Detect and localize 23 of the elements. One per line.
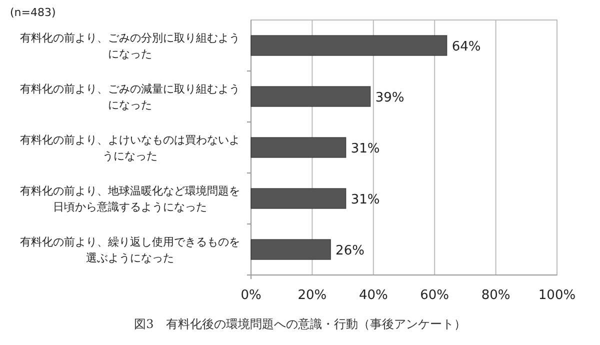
- text: 図3 有料化後の環境問題への意識・行動（事後アンケート）: [134, 317, 466, 331]
- x-tick-label: 80%: [481, 288, 510, 303]
- x-tick-label: 60%: [420, 288, 450, 303]
- y-tick-label: 有料化の前より、よけいなものは買わないようになった: [20, 134, 240, 162]
- x-tick-label: 40%: [358, 288, 388, 303]
- data-label: 31%: [350, 192, 380, 208]
- y-tick-label: 有料化の前より、ごみの減量に取り組むようになった: [20, 82, 240, 112]
- bar: [250, 86, 371, 107]
- bar: [250, 35, 448, 56]
- data-label: 31%: [350, 142, 380, 156]
- bar: [250, 137, 346, 158]
- data-label: 26%: [336, 244, 364, 258]
- data-label: 39%: [375, 90, 404, 106]
- y-tick-label: 有料化の前より、繰り返し使用できるものを選ぶようになった: [20, 236, 240, 264]
- bar: [250, 239, 331, 260]
- bar: [250, 188, 346, 209]
- x-tick-label: 20%: [298, 288, 327, 303]
- x-tick-label: 0%: [240, 288, 262, 303]
- data-label: 64%: [452, 40, 481, 54]
- y-tick-label: 有料化の前より、地球温暖化など環境問題を日頃から意識するようになった: [20, 184, 240, 214]
- text: (n=483): [10, 6, 56, 19]
- x-tick-label: 100%: [538, 288, 576, 303]
- y-tick-label: 有料化の前より、ごみの分別に取り組むようになった: [20, 32, 240, 60]
